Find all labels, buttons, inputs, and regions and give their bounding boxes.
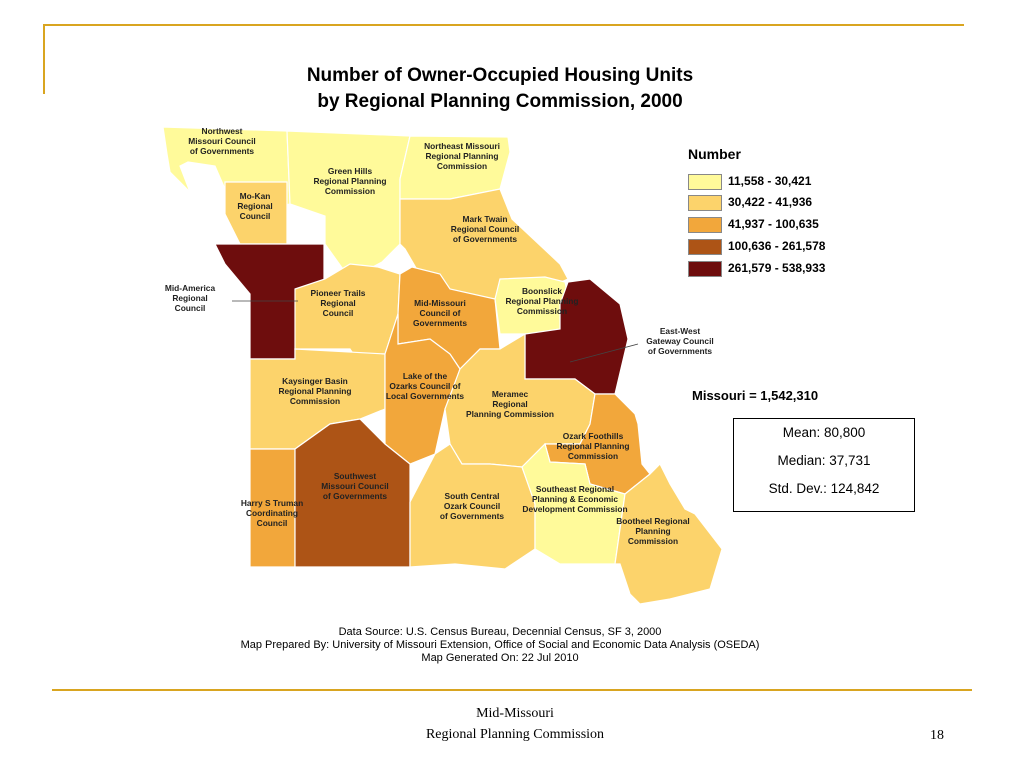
footer-org-line-1: Mid-Missouri	[476, 706, 554, 721]
region-label: Boonslick Regional Planning Commission	[505, 286, 578, 316]
region-label: Southeast Regional Planning & Economic Dev…	[522, 484, 627, 514]
footer-divider	[52, 689, 972, 691]
region-label: Harry S Truman Coordinating Council	[241, 498, 303, 528]
legend-label: 100,636 - 261,578	[728, 239, 826, 253]
region-label: Southwest Missouri Council of Governments	[321, 471, 388, 501]
legend-swatch	[688, 174, 722, 190]
missouri-rpc-map: Northwest Missouri Council of Governments G…	[162, 126, 723, 605]
region-label: Kaysinger Basin Regional Planning Commissi…	[278, 376, 351, 406]
region-label: Mid-America Regional Council	[165, 283, 216, 313]
median-stat: Median: 37,731	[777, 453, 871, 468]
top-frame-line	[43, 24, 964, 26]
region-label: South Central Ozark Council of Governments	[440, 491, 505, 521]
map-title-line-2: by Regional Planning Commission, 2000	[317, 91, 683, 112]
left-frame-line	[43, 24, 45, 94]
legend-swatch	[688, 217, 722, 233]
legend-label: 261,579 - 538,933	[728, 261, 826, 275]
region-label: Pioneer Trails Regional Council	[311, 288, 366, 318]
legend-label: 30,422 - 41,936	[728, 195, 813, 209]
legend-label: 11,558 - 30,421	[728, 174, 812, 188]
region-southwest-missouri-council-of-governments	[294, 418, 411, 568]
region-label: Meramec Regional Planning Commission	[466, 389, 554, 419]
statistics-box: Mean: 80,800 Median: 37,731 Std. Dev.: 1…	[733, 418, 915, 512]
map-generated-line: Map Generated On: 22 Jul 2010	[421, 652, 579, 664]
region-bootheel-regional-planning-commission	[614, 462, 723, 605]
region-label: East-West Gateway Council of Governments	[646, 326, 713, 356]
region-label: Green Hills Regional Planning Commission	[313, 166, 386, 196]
legend-label: 41,937 - 100,635	[728, 217, 819, 231]
region-label: Mo-Kan Regional Council	[237, 191, 272, 221]
region-label: Mark Twain Regional Council of Governments	[451, 214, 519, 244]
legend-swatch	[688, 261, 722, 277]
data-source-line: Data Source: U.S. Census Bureau, Decenni…	[338, 626, 662, 638]
map-title-line-1: Number of Owner-Occupied Housing Units	[306, 65, 694, 86]
region-label: Lake of the Ozarks Council of Local Govern…	[386, 371, 465, 401]
region-label: Ozark Foothills Regional Planning Commissi…	[556, 431, 629, 461]
map-prepared-by-line: Map Prepared By: University of Missouri …	[240, 639, 760, 651]
label-leader-line	[569, 343, 639, 363]
footer-org-line-2: Regional Planning Commission	[425, 727, 605, 742]
std-dev-stat: Std. Dev.: 124,842	[768, 481, 880, 496]
page-number: 18	[930, 728, 944, 743]
legend-swatch	[688, 239, 722, 255]
region-label: Northwest Missouri Council of Governments	[188, 126, 255, 156]
state-total: Missouri = 1,542,310	[692, 388, 819, 403]
region-label: Bootheel Regional Planning Commission	[616, 516, 690, 546]
mean-stat: Mean: 80,800	[782, 425, 866, 440]
legend-swatch	[688, 195, 722, 211]
legend-title: Number	[688, 146, 741, 162]
region-label: Mid-Missouri Council of Governments	[413, 298, 467, 328]
region-label: Northeast Missouri Regional Planning Commi…	[424, 141, 500, 171]
